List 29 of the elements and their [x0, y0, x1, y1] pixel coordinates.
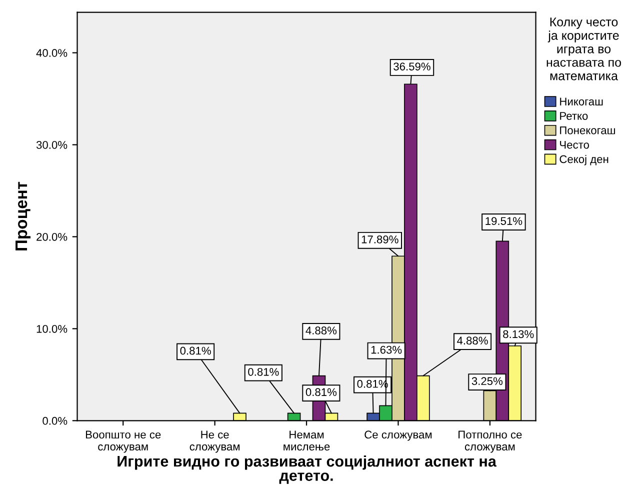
- data-label: 0.81%: [180, 346, 211, 355]
- data-label: 3.25%: [472, 377, 503, 386]
- x-axis-title: Игрите видно го развиваат социјалниот аспект на детето.: [118, 455, 497, 484]
- data-label: 8.13%: [503, 330, 534, 338]
- legend-label: Никогаш: [560, 98, 603, 106]
- data-label: 4.88%: [306, 326, 337, 334]
- legend-label: Ретко: [560, 112, 588, 120]
- data-label: 19.51%: [486, 217, 522, 225]
- data-label: 0.81%: [306, 388, 337, 396]
- y-axis-title: Процент: [16, 182, 30, 250]
- legend-label: Често: [560, 140, 589, 149]
- data-label: 1.63%: [371, 346, 402, 354]
- y-tick-label: 10.0%: [36, 324, 68, 333]
- data-label: 4.88%: [457, 336, 488, 345]
- x-tick-label: Немам мислење: [284, 430, 330, 451]
- legend-label: Понекогаш: [560, 126, 615, 134]
- x-tick-label: Воопшто не се сложувам: [86, 430, 161, 453]
- legend-label: Секој ден: [560, 154, 608, 166]
- y-tick-label: 20.0%: [36, 232, 68, 241]
- data-label: 17.89%: [362, 236, 398, 244]
- x-tick-label: Не се сложувам: [190, 430, 240, 453]
- y-tick-label: 0.0%: [42, 416, 68, 425]
- x-tick-label: Се сложувам: [364, 430, 432, 441]
- data-label: 36.59%: [394, 62, 430, 70]
- data-label: 0.81%: [248, 368, 279, 376]
- y-tick-label: 40.0%: [36, 49, 68, 57]
- x-tick-label: Потполно се сложувам: [458, 430, 522, 453]
- y-tick-label: 30.0%: [36, 141, 68, 149]
- legend-title: Колку често ја користите играта во наставата по математика: [546, 18, 621, 80]
